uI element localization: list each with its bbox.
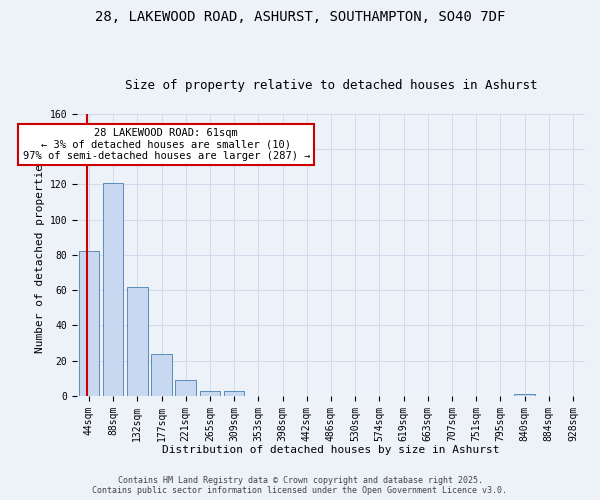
Bar	[103, 182, 124, 396]
Bar	[151, 354, 172, 396]
Text: 28, LAKEWOOD ROAD, ASHURST, SOUTHAMPTON, SO40 7DF: 28, LAKEWOOD ROAD, ASHURST, SOUTHAMPTON,…	[95, 10, 505, 24]
Bar	[127, 286, 148, 396]
Bar	[79, 252, 99, 396]
Text: 28 LAKEWOOD ROAD: 61sqm
← 3% of detached houses are smaller (10)
97% of semi-det: 28 LAKEWOOD ROAD: 61sqm ← 3% of detached…	[23, 128, 310, 162]
Title: Size of property relative to detached houses in Ashurst: Size of property relative to detached ho…	[125, 79, 537, 92]
Bar	[514, 394, 535, 396]
Y-axis label: Number of detached properties: Number of detached properties	[35, 157, 46, 353]
Bar	[200, 390, 220, 396]
Bar	[175, 380, 196, 396]
Bar	[224, 390, 244, 396]
Text: Contains HM Land Registry data © Crown copyright and database right 2025.
Contai: Contains HM Land Registry data © Crown c…	[92, 476, 508, 495]
X-axis label: Distribution of detached houses by size in Ashurst: Distribution of detached houses by size …	[162, 445, 500, 455]
